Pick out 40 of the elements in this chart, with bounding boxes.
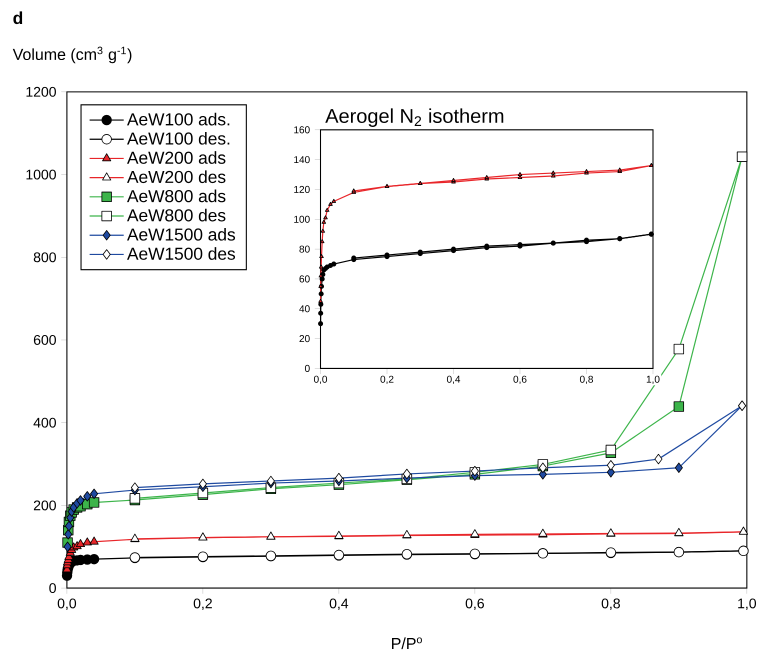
y-tick-label: 600 <box>34 335 56 345</box>
y-tick-label: 1000 <box>26 170 56 180</box>
y-tick-label: 160 <box>294 126 310 134</box>
legend-label: AeW100 des. <box>127 132 230 145</box>
x-tick-label: 0,8 <box>580 376 593 384</box>
x-tick-label: 0,4 <box>446 376 460 384</box>
x-tick-label: 1,0 <box>738 598 756 610</box>
legend-label: AeW1500 des <box>127 247 236 260</box>
x-tick-label: 0,6 <box>466 598 484 610</box>
chart-title: d <box>13 11 22 24</box>
y-tick-label: 100 <box>294 216 310 223</box>
y-tick-label: 0 <box>304 364 310 372</box>
x-tick-label: 0,0 <box>58 598 76 610</box>
y-tick-label: 120 <box>294 186 310 194</box>
x-tick-label: 1,0 <box>646 376 660 384</box>
x-tick-label: 0,6 <box>513 376 526 384</box>
y-tick-label: 80 <box>299 246 310 253</box>
y-axis-title: Volume (cm$^{3}$ g$^{-1}$) <box>12 46 132 64</box>
y-tick-label: 140 <box>294 156 310 164</box>
legend-label: AeW100 ads. <box>127 112 230 126</box>
x-tick-label: 0,2 <box>194 598 212 610</box>
legend-label: AeW1500 ads <box>127 228 236 241</box>
y-tick-label: 800 <box>34 252 56 262</box>
y-tick-label: 0 <box>49 583 56 594</box>
x-tick-label: 0,2 <box>380 376 394 384</box>
chart-title: Aerogel N$_{2}$ isotherm <box>325 108 504 127</box>
x-tick-label: 0,8 <box>602 598 620 610</box>
legend-label: AeW200 ads <box>127 151 226 164</box>
x-tick-label: 0,0 <box>314 376 328 384</box>
legend-label: AeW200 des <box>127 170 226 184</box>
x-axis-title: P/P$^{o}$ <box>392 637 422 650</box>
y-tick-label: 20 <box>300 335 310 342</box>
y-tick-label: 400 <box>34 418 56 428</box>
y-tick-label: 200 <box>34 500 56 510</box>
y-tick-label: 1200 <box>26 86 56 97</box>
y-tick-label: 40 <box>299 305 310 312</box>
x-tick-label: 0,4 <box>330 598 348 610</box>
y-tick-label: 60 <box>300 275 310 282</box>
legend-label: AeW800 des <box>127 208 226 222</box>
legend-label: AeW800 ads <box>127 190 226 202</box>
